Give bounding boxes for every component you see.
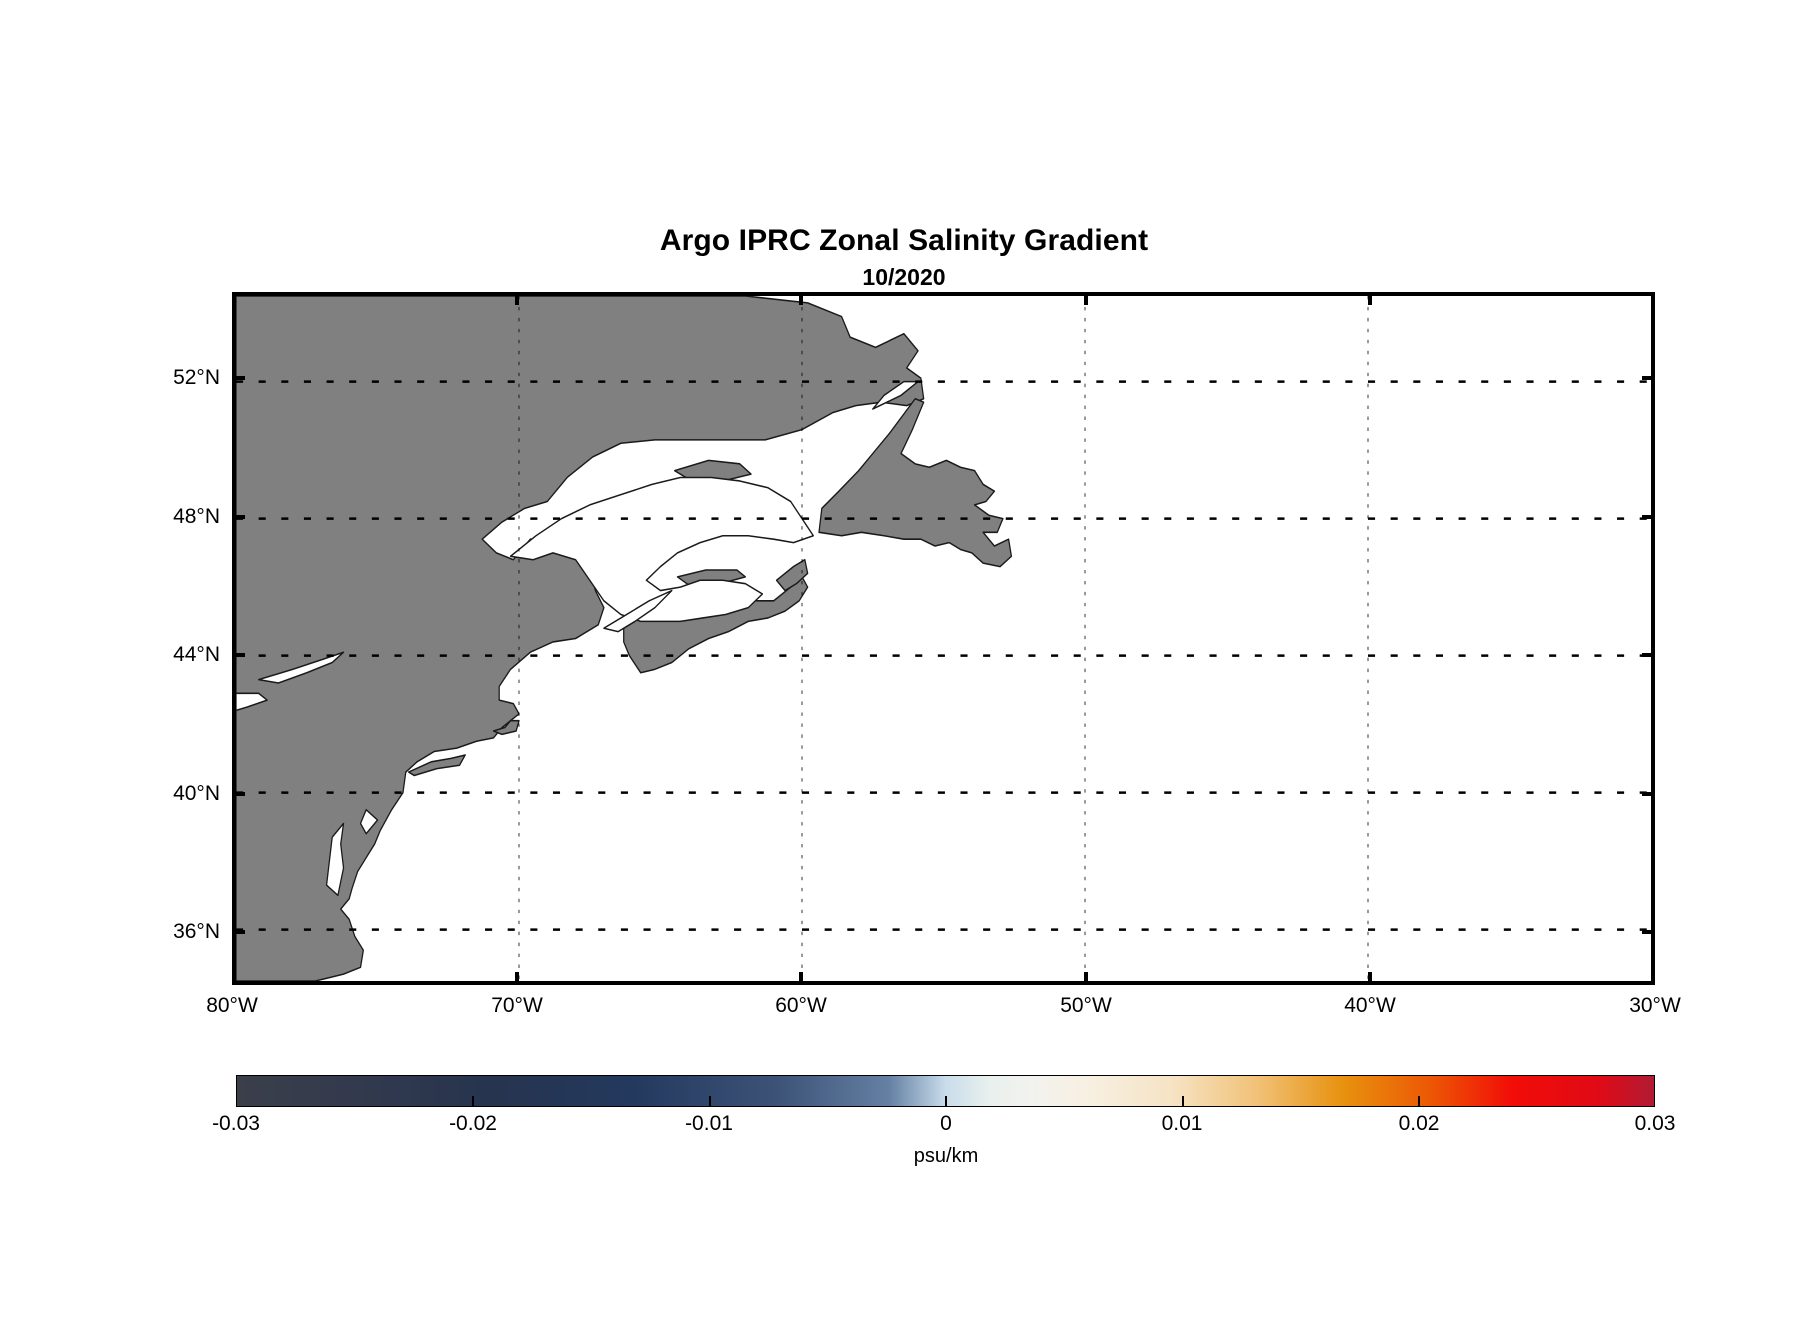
map-plot-area[interactable] [232, 292, 1655, 985]
newfoundland [818, 397, 1013, 568]
colorbar-label--0.02: -0.02 [449, 1112, 497, 1135]
page-title: Argo IPRC Zonal Salinity Gradient [659, 224, 1149, 257]
delaware-bay [359, 808, 379, 835]
belle-isle-strait [872, 380, 919, 410]
xtick-label-60w: 60°W [775, 994, 827, 1017]
ytick-mark-right-52n [1642, 376, 1655, 380]
chesapeake-bay [325, 822, 345, 897]
page-subtitle: 10/2020 [862, 264, 946, 290]
ytick-mark-52n [232, 376, 245, 380]
lake-erie [236, 692, 268, 712]
ytick-mark-right-44n [1642, 653, 1655, 657]
colorbar-tick-0.02 [1418, 1096, 1420, 1107]
colorbar-label-0.01: 0.01 [1161, 1112, 1203, 1135]
ytick-mark-right-36n [1642, 930, 1655, 934]
xtick-mark-40w [1368, 972, 1372, 985]
ytick-label-48n: 48°N [173, 505, 220, 528]
colorbar-label-0.02: 0.02 [1398, 1112, 1440, 1135]
long-island [407, 754, 466, 777]
xtick-label-40w: 40°W [1344, 994, 1396, 1017]
ytick-mark-40n [232, 792, 245, 796]
ytick-mark-right-48n [1642, 515, 1655, 519]
xtick-mark-70w [515, 972, 519, 985]
ytick-label-52n: 52°N [173, 366, 220, 389]
north-america-mainland [236, 296, 925, 981]
xtick-mark-top-70w [515, 292, 519, 305]
land-polygons [236, 296, 1013, 981]
colorbar-tick-0.01 [1182, 1096, 1184, 1107]
lake-ontario [258, 651, 345, 684]
colorbar[interactable] [236, 1075, 1655, 1107]
ytick-label-36n: 36°N [173, 920, 220, 943]
cape-breton [775, 558, 809, 592]
cape-cod [492, 719, 520, 736]
xtick-mark-top-50w [1084, 292, 1088, 305]
colorbar-label--0.03: -0.03 [212, 1112, 260, 1135]
xtick-label-30w: 30°W [1629, 994, 1681, 1017]
bay-of-fundy [603, 589, 673, 633]
colorbar-label--0.01: -0.01 [685, 1112, 733, 1135]
colorbar-tick--0.02 [472, 1096, 474, 1107]
xtick-mark-60w [799, 972, 803, 985]
ytick-label-44n: 44°N [173, 643, 220, 666]
xtick-mark-top-60w [799, 292, 803, 305]
xtick-label-50w: 50°W [1060, 994, 1112, 1017]
colorbar-tick--0.01 [709, 1096, 711, 1107]
graticule-parallels [236, 380, 1651, 931]
colorbar-label-0.03: 0.03 [1634, 1112, 1676, 1135]
ytick-mark-48n [232, 515, 245, 519]
colorbar-unit-label: psu/km [913, 1145, 979, 1167]
colorbar-tick-0 [945, 1096, 947, 1107]
xtick-mark-50w [1084, 972, 1088, 985]
colorbar-label-0: 0 [940, 1112, 952, 1135]
ytick-mark-right-40n [1642, 792, 1655, 796]
map-canvas [236, 296, 1651, 981]
xtick-mark-top-40w [1368, 292, 1372, 305]
ytick-mark-36n [232, 930, 245, 934]
xtick-label-80w: 80°W [206, 994, 258, 1017]
xtick-label-70w: 70°W [491, 994, 543, 1017]
ytick-mark-44n [232, 653, 245, 657]
graticule [518, 296, 1369, 981]
ytick-label-40n: 40°N [173, 782, 220, 805]
